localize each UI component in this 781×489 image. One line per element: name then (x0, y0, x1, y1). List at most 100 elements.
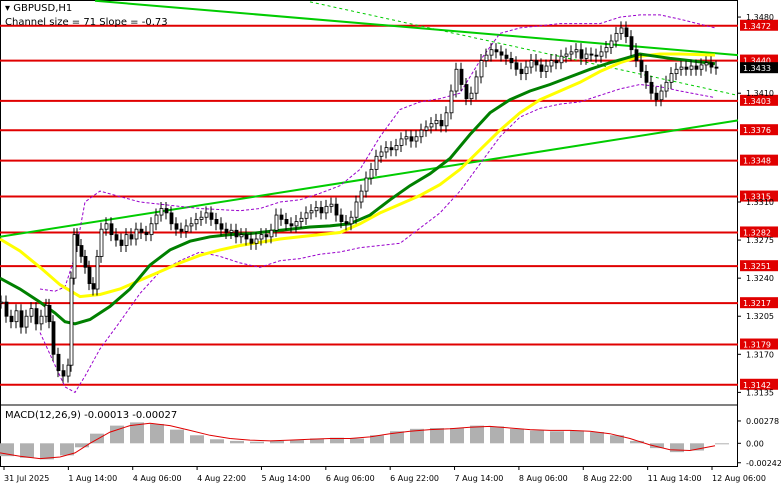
candle-body-39 (179, 228, 184, 232)
macd-bar-9 (170, 429, 184, 444)
symbol-label: GBPUSD,H1 (13, 3, 73, 14)
candle-body-3 (14, 310, 19, 323)
candle-body-25 (109, 223, 114, 236)
candle-body-60 (284, 219, 289, 225)
candle-body-56 (264, 234, 269, 238)
candle-body-12 (56, 353, 61, 372)
candle-body-141 (689, 65, 694, 70)
candle-body-131 (639, 60, 644, 72)
x-tick-label-2: 4 Aug 06:00 (133, 474, 182, 483)
candle-body-136 (664, 81, 669, 92)
y-tick-label-2: 1.3310 (746, 198, 774, 207)
macd-bar-26 (510, 428, 524, 444)
candle-body-96 (464, 84, 469, 100)
time-axis: 31 Jul 2025 1 Aug 14:00 4 Aug 06:00 4 Aug 2… (3, 466, 766, 483)
candle-body-37 (169, 212, 174, 225)
candle-body-23 (99, 228, 104, 257)
macd-bar-3 (60, 443, 74, 456)
candle-body-68 (324, 205, 329, 214)
level-label-7: 1.3251 (743, 262, 771, 271)
level-label-box-3 (740, 124, 778, 136)
candle-body-90 (434, 120, 439, 125)
candle-body-132 (644, 71, 649, 83)
candle-body-21 (91, 283, 96, 290)
y-tick-label-0: 1.3480 (746, 13, 774, 22)
level-label-box-6 (740, 226, 778, 238)
macd-bar-16 (310, 438, 324, 444)
y-tick-label-7: 1.3135 (746, 388, 774, 397)
macd-bar-29 (570, 430, 584, 444)
macd-bar-12 (230, 440, 244, 444)
dropdown-arrow-icon[interactable]: ▾ (5, 3, 11, 14)
x-tick-label-8: 8 Aug 06:00 (519, 474, 568, 483)
level-label-1: 1.3440 (743, 57, 771, 66)
candle-body-107 (519, 68, 524, 75)
candle-body-144 (704, 62, 709, 66)
candle-body-62 (294, 221, 299, 227)
channel-lower-line (0, 119, 739, 238)
candle-body-118 (574, 49, 579, 53)
candle-body-79 (379, 151, 384, 157)
candle-body-86 (414, 136, 419, 142)
macd-bar-22 (430, 428, 444, 444)
candle-body-102 (494, 49, 499, 53)
level-label-box-7 (740, 260, 778, 272)
candle-body-133 (649, 81, 654, 94)
macd-y-tick-label-1: 0.00 (746, 439, 764, 448)
macd-bar-0 (0, 443, 14, 457)
candle-body-28 (124, 234, 129, 246)
level-label-box-4 (740, 154, 778, 166)
candle-body-135 (659, 90, 664, 101)
plot-frame (0, 0, 738, 467)
candle-body-78 (374, 155, 379, 170)
candle-body-134 (654, 92, 659, 101)
macd-y-tick-label-2: -0.00242 (746, 459, 781, 468)
candle-body-104 (504, 54, 509, 59)
level-label-0: 1.3472 (743, 22, 771, 31)
candle-body-94 (454, 68, 459, 92)
candle-body-34 (154, 214, 159, 225)
candle-body-137 (669, 73, 674, 83)
candle-body-42 (194, 219, 199, 225)
level-label-9: 1.3179 (743, 341, 771, 350)
x-tick-label-1: 1 Aug 14:00 (68, 474, 117, 483)
candle-body-92 (444, 112, 449, 127)
candle-body-19 (83, 255, 88, 268)
candle-body-36 (164, 208, 169, 214)
candle-body-48 (224, 228, 229, 233)
macd-bar-33 (650, 443, 664, 449)
candle-body-123 (599, 51, 604, 57)
candle-body-110 (534, 60, 539, 66)
level-label-10: 1.3142 (743, 381, 771, 390)
macd-bar-8 (150, 424, 164, 444)
candle-body-58 (274, 214, 279, 231)
candle-body-20 (87, 266, 92, 284)
candle-body-55 (259, 234, 264, 240)
candle-body-120 (584, 53, 589, 59)
candle-body-84 (404, 136, 409, 140)
candle-body-24 (104, 223, 109, 230)
candle-body-103 (499, 51, 504, 56)
candle-body-73 (349, 216, 354, 225)
candle-body-35 (159, 208, 164, 216)
candle-body-65 (309, 210, 314, 214)
candle-body-117 (569, 51, 574, 55)
candle-body-91 (439, 120, 444, 127)
candle-body-71 (339, 214, 344, 222)
macd-bar-18 (350, 438, 364, 444)
current-price-box (740, 62, 778, 74)
candle-body-15 (69, 277, 74, 366)
candle-body-74 (354, 201, 359, 218)
candle-body-30 (134, 228, 139, 240)
macd-bar-15 (290, 440, 304, 444)
candle-body-16 (72, 234, 77, 279)
candle-body-115 (559, 55, 564, 64)
bollinger-upper-line (39, 14, 716, 292)
candle-body-128 (624, 27, 629, 38)
candle-body-119 (579, 49, 584, 59)
candle-body-1 (4, 301, 9, 317)
candle-body-87 (419, 129, 424, 138)
level-label-box-10 (740, 378, 778, 390)
level-label-6: 1.3282 (743, 228, 771, 237)
